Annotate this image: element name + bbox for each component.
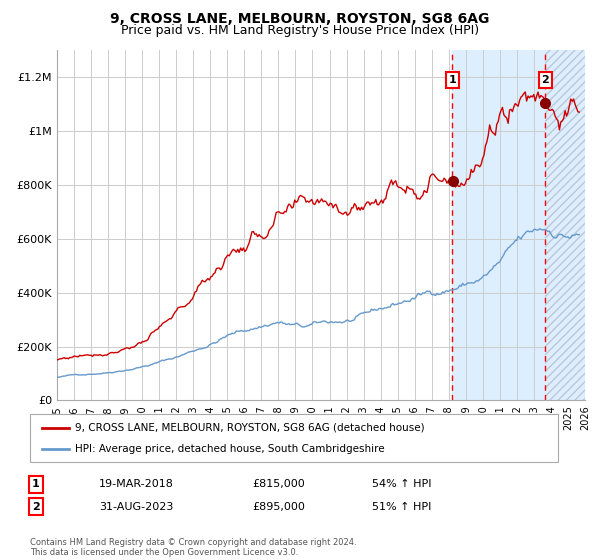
Text: £895,000: £895,000 — [252, 502, 305, 512]
Text: 31-AUG-2023: 31-AUG-2023 — [99, 502, 173, 512]
Text: Contains HM Land Registry data © Crown copyright and database right 2024.
This d: Contains HM Land Registry data © Crown c… — [30, 538, 356, 557]
Text: £815,000: £815,000 — [252, 479, 305, 489]
Text: 9, CROSS LANE, MELBOURN, ROYSTON, SG8 6AG: 9, CROSS LANE, MELBOURN, ROYSTON, SG8 6A… — [110, 12, 490, 26]
Text: 19-MAR-2018: 19-MAR-2018 — [99, 479, 174, 489]
Text: HPI: Average price, detached house, South Cambridgeshire: HPI: Average price, detached house, Sout… — [75, 444, 385, 454]
Text: 51% ↑ HPI: 51% ↑ HPI — [372, 502, 431, 512]
Text: 2: 2 — [541, 75, 549, 85]
Text: 1: 1 — [32, 479, 40, 489]
Text: 54% ↑ HPI: 54% ↑ HPI — [372, 479, 431, 489]
Bar — [545, 50, 585, 400]
Text: 9, CROSS LANE, MELBOURN, ROYSTON, SG8 6AG (detached house): 9, CROSS LANE, MELBOURN, ROYSTON, SG8 6A… — [75, 423, 425, 433]
Text: 1: 1 — [448, 75, 456, 85]
Bar — [452, 50, 585, 400]
Text: Price paid vs. HM Land Registry's House Price Index (HPI): Price paid vs. HM Land Registry's House … — [121, 24, 479, 37]
Text: 2: 2 — [32, 502, 40, 512]
